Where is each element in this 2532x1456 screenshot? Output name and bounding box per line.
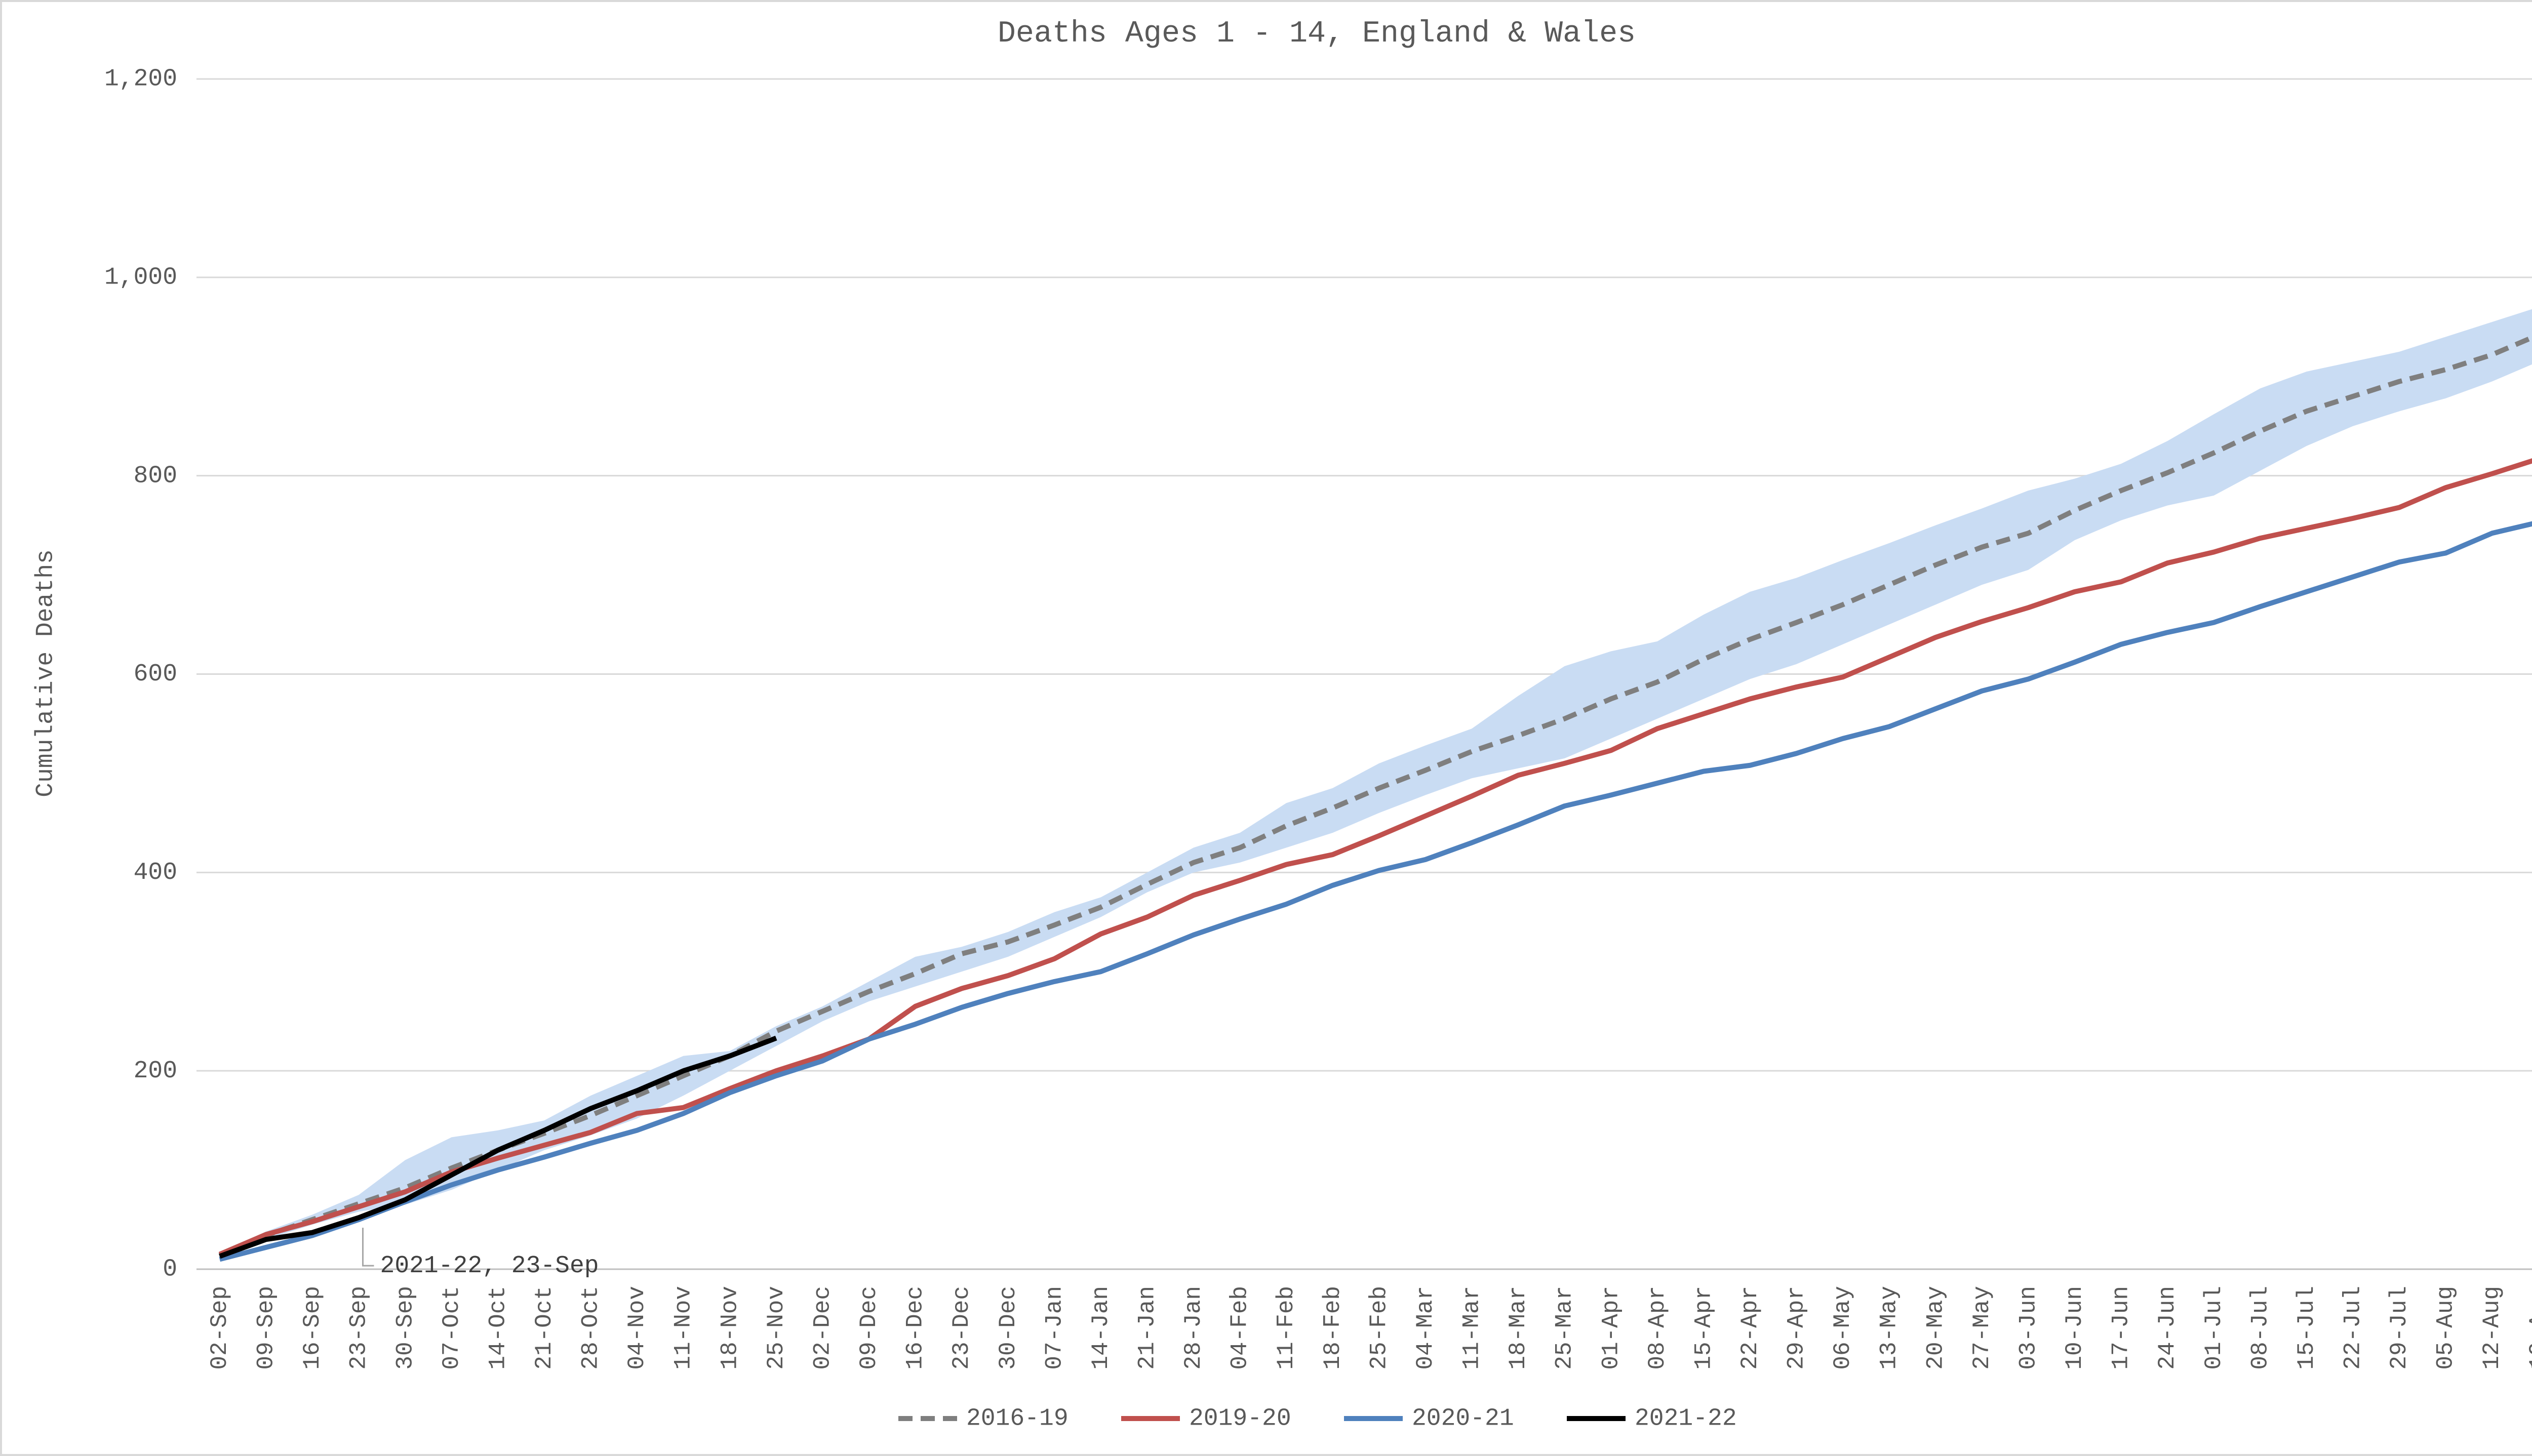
x-tick-label: 08-Apr: [1644, 1286, 1671, 1370]
x-tick-label: 08-Jul: [2247, 1286, 2273, 1370]
legend-label: 2019-20: [1189, 1405, 1291, 1433]
x-tick-label: 07-Jan: [1041, 1286, 1067, 1370]
x-tick-label: 30-Dec: [995, 1286, 1021, 1370]
x-tick-label: 20-May: [1922, 1286, 1949, 1370]
x-tick-label: 09-Dec: [856, 1286, 882, 1370]
y-axis-title: Cumulative Deaths: [32, 549, 60, 797]
series-line: [219, 1035, 777, 1259]
x-tick-label: 15-Jul: [2293, 1286, 2320, 1370]
x-tick-label: 29-Apr: [1784, 1286, 1810, 1370]
x-tick-label: 02-Sep: [207, 1286, 233, 1370]
x-tick-label: 03-Jun: [2015, 1286, 2041, 1370]
series-line: [219, 521, 2532, 1262]
x-tick-label: 10-Jun: [2062, 1286, 2088, 1370]
x-tick-label: 05-Aug: [2433, 1286, 2459, 1370]
legend-label: 2020-21: [1412, 1405, 1514, 1433]
series-line: [218, 458, 2532, 1257]
y-tick-label: 200: [134, 1058, 177, 1085]
x-tick-label: 22-Apr: [1737, 1286, 1763, 1370]
x-tick-label: 16-Dec: [902, 1286, 929, 1370]
chart-title: Deaths Ages 1 - 14, England & Wales: [998, 17, 1636, 51]
x-tick-label: 18-Feb: [1320, 1286, 1346, 1370]
x-tick-label: 01-Apr: [1598, 1286, 1624, 1370]
x-tick-label: 02-Dec: [809, 1286, 836, 1370]
annotation-leader: [362, 1228, 374, 1267]
y-tick-label: 800: [134, 462, 177, 490]
annotation: 2021-22, 23-Sep: [380, 1252, 599, 1280]
x-tick-label: 28-Jan: [1180, 1286, 1207, 1370]
x-tick-label: 29-Jul: [2386, 1286, 2412, 1370]
x-tick-label: 17-Jun: [2108, 1286, 2134, 1370]
x-tick-label: 25-Mar: [1552, 1286, 1578, 1370]
x-tick-label: 22-Jul: [2340, 1286, 2366, 1370]
x-tick-label: 06-May: [1830, 1286, 1856, 1370]
legend-label: 2021-22: [1635, 1405, 1737, 1433]
x-tick-label: 23-Dec: [948, 1286, 975, 1370]
x-tick-label: 28-Oct: [578, 1286, 604, 1370]
x-tick-label: 21-Oct: [531, 1286, 558, 1370]
x-tick-label: 19-Aug: [2525, 1286, 2532, 1370]
x-tick-label: 07-Oct: [439, 1286, 465, 1370]
x-tick-label: 30-Sep: [392, 1286, 418, 1370]
x-tick-label: 12-Aug: [2479, 1286, 2505, 1370]
y-tick-label: 600: [134, 661, 177, 688]
x-tick-label: 04-Nov: [624, 1286, 650, 1370]
x-tick-label: 09-Sep: [253, 1286, 280, 1370]
x-tick-label: 27-May: [1969, 1286, 1995, 1370]
x-tick-label: 14-Oct: [485, 1286, 511, 1370]
x-tick-label: 21-Jan: [1134, 1286, 1160, 1370]
y-tick-label: 1,200: [104, 66, 177, 93]
series-line: [218, 335, 2532, 1258]
x-tick-label: 16-Sep: [299, 1286, 326, 1370]
x-tick-label: 04-Mar: [1412, 1286, 1439, 1370]
x-tick-label: 11-Nov: [670, 1286, 697, 1370]
x-tick-label: 25-Feb: [1366, 1286, 1392, 1370]
x-tick-label: 11-Feb: [1273, 1286, 1299, 1370]
y-tick-label: 1,000: [104, 264, 177, 292]
legend-label: 2016-19: [966, 1405, 1069, 1433]
x-tick-label: 04-Feb: [1227, 1286, 1253, 1370]
x-tick-label: 11-Mar: [1459, 1286, 1485, 1370]
x-tick-label: 13-May: [1876, 1286, 1903, 1370]
x-tick-label: 14-Jan: [1088, 1286, 1114, 1370]
x-tick-label: 25-Nov: [763, 1286, 789, 1370]
x-tick-label: 18-Mar: [1505, 1286, 1531, 1370]
x-tick-label: 01-Jul: [2201, 1286, 2227, 1370]
x-tick-label: 23-Sep: [346, 1286, 372, 1370]
y-tick-label: 0: [163, 1256, 177, 1283]
x-tick-label: 15-Apr: [1690, 1286, 1717, 1370]
x-tick-label: 18-Nov: [717, 1286, 743, 1370]
y-tick-label: 400: [134, 859, 177, 886]
x-tick-label: 24-Jun: [2154, 1286, 2181, 1370]
